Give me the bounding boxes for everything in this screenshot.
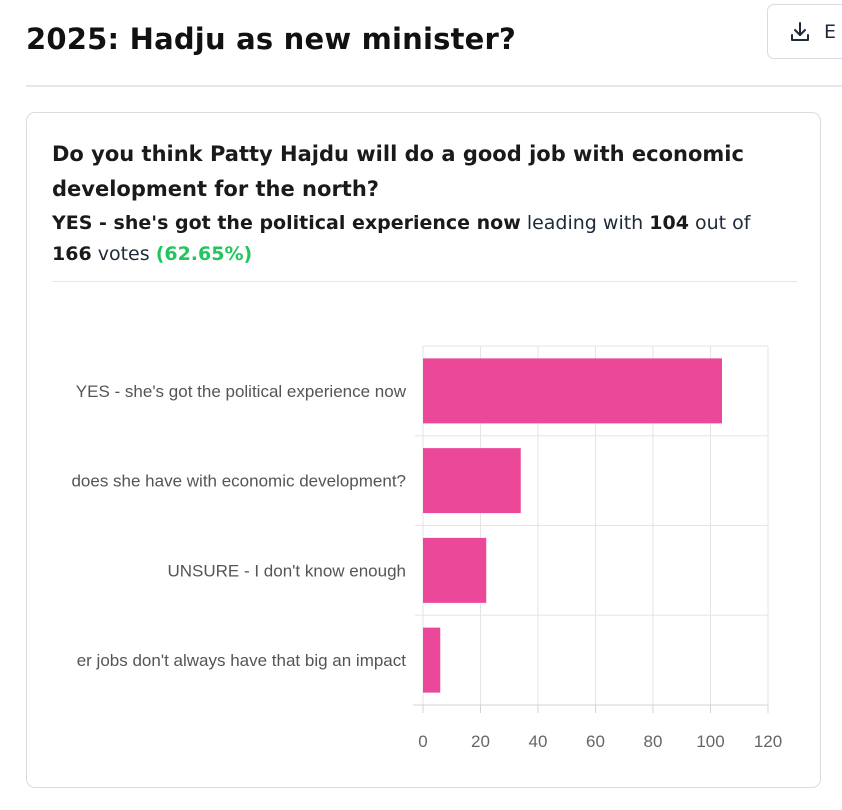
poll-question: Do you think Patty Hajdu will do a good … <box>52 142 744 201</box>
x-tick-label: 100 <box>696 732 724 751</box>
bar <box>423 537 487 603</box>
export-button[interactable]: E <box>767 4 842 59</box>
total-votes: 166 <box>52 243 92 265</box>
leading-text: leading with <box>526 212 644 234</box>
x-tick-label: 60 <box>586 732 605 751</box>
header-divider <box>26 85 842 87</box>
x-tick-label: 0 <box>418 732 427 751</box>
votes-text: votes <box>97 243 150 265</box>
leader-votes: 104 <box>649 212 689 234</box>
bar <box>423 358 722 424</box>
page-title: 2025: Hadju as new minister? <box>26 22 517 56</box>
category-label: YES - she's got the political experience… <box>76 382 407 401</box>
category-label: er jobs don't always have that big an im… <box>77 651 407 670</box>
x-tick-label: 20 <box>471 732 490 751</box>
export-label: E <box>824 20 837 43</box>
poll-result: YES - she's got the political experience… <box>52 208 782 270</box>
category-label: does she have with economic development? <box>71 472 406 491</box>
x-tick-label: 40 <box>529 732 548 751</box>
card-divider <box>52 281 797 282</box>
out-of-text: out of <box>694 212 751 234</box>
bar <box>423 448 521 514</box>
x-tick-label: 120 <box>754 732 782 751</box>
leader-percent: (62.65%) <box>155 243 253 265</box>
category-label: UNSURE - I don't know enough <box>167 561 406 580</box>
bar <box>423 627 441 693</box>
x-tick-label: 80 <box>644 732 663 751</box>
leading-option: YES - she's got the political experience… <box>52 212 521 234</box>
download-icon <box>788 20 812 44</box>
